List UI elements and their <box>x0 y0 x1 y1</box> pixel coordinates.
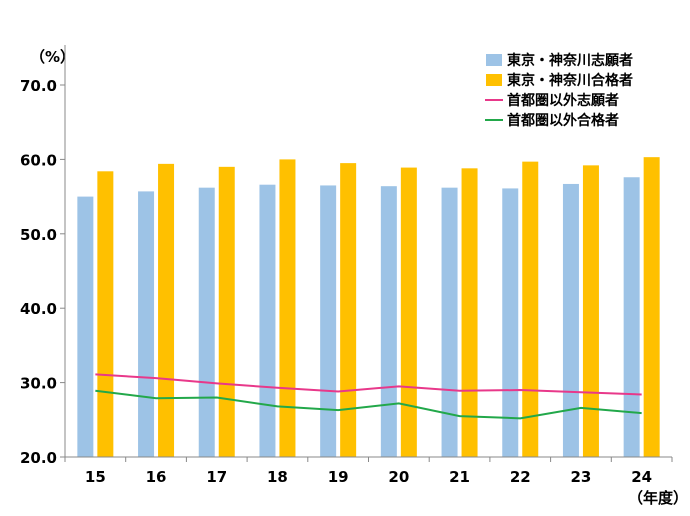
x-tick-label: 21 <box>449 468 470 486</box>
legend-label: 首都圏以外志願者 <box>507 92 619 109</box>
x-tick-label: 15 <box>85 468 106 486</box>
lines <box>95 373 642 420</box>
bar-tokyo-kanagawa-admitted <box>97 171 114 457</box>
bar-tokyo-kanagawa-applicants <box>138 191 155 457</box>
bar-tokyo-kanagawa-admitted <box>400 167 417 458</box>
y-tick-label: 70.0 <box>20 77 57 95</box>
line-outside-capital-applicants <box>95 373 642 396</box>
bar-tokyo-kanagawa-admitted <box>643 157 660 457</box>
bar-tokyo-kanagawa-admitted <box>279 159 296 457</box>
bar-tokyo-kanagawa-applicants <box>623 177 640 458</box>
legend-label: 首都圏以外合格者 <box>507 112 619 129</box>
x-tick-label: 20 <box>388 468 409 486</box>
bar-tokyo-kanagawa-applicants <box>320 185 337 457</box>
x-tick-label: 17 <box>206 468 227 486</box>
x-tick-label: 18 <box>267 468 288 486</box>
x-tick-label: 23 <box>571 468 592 486</box>
x-axis: 15 16 17 18 19 20 21 22 23 24 <box>64 457 673 486</box>
bar-tokyo-kanagawa-admitted <box>461 168 478 457</box>
bar-tokyo-kanagawa-applicants <box>562 183 579 457</box>
bar-tokyo-kanagawa-admitted <box>158 163 175 457</box>
bar-tokyo-kanagawa-applicants <box>77 196 94 457</box>
x-tick-label: 24 <box>631 468 652 486</box>
x-tick-label: 19 <box>328 468 349 486</box>
bar-tokyo-kanagawa-applicants <box>259 184 276 458</box>
y-tick-label: 20.0 <box>20 449 57 467</box>
y-tick-label: 60.0 <box>20 151 57 169</box>
bar-tokyo-kanagawa-applicants <box>441 187 458 457</box>
x-tick-label: 22 <box>510 468 531 486</box>
y-axis-label: （%） <box>30 48 75 66</box>
x-axis-label: （年度） <box>628 489 688 507</box>
bars <box>77 157 660 458</box>
bar-tokyo-kanagawa-applicants <box>380 186 397 457</box>
y-tick-label: 50.0 <box>20 226 57 244</box>
y-axis: 20.0 30.0 40.0 50.0 60.0 70.0 <box>20 77 65 467</box>
bar-tokyo-kanagawa-admitted <box>218 166 235 457</box>
legend-label: 東京・神奈川合格者 <box>507 72 633 89</box>
bar-tokyo-kanagawa-admitted <box>582 165 599 458</box>
bar-tokyo-kanagawa-applicants <box>198 187 215 457</box>
legend-label: 東京・神奈川志願者 <box>507 52 633 69</box>
y-tick-label: 30.0 <box>20 375 57 393</box>
bar-tokyo-kanagawa-admitted <box>340 163 357 457</box>
line-outside-capital-admitted <box>95 389 642 420</box>
bar-tokyo-kanagawa-admitted <box>522 161 539 457</box>
x-tick-label: 16 <box>146 468 167 486</box>
y-tick-label: 40.0 <box>20 300 57 318</box>
legend-swatch <box>486 74 502 86</box>
legend-swatch <box>486 54 502 66</box>
bar-tokyo-kanagawa-applicants <box>502 188 519 457</box>
